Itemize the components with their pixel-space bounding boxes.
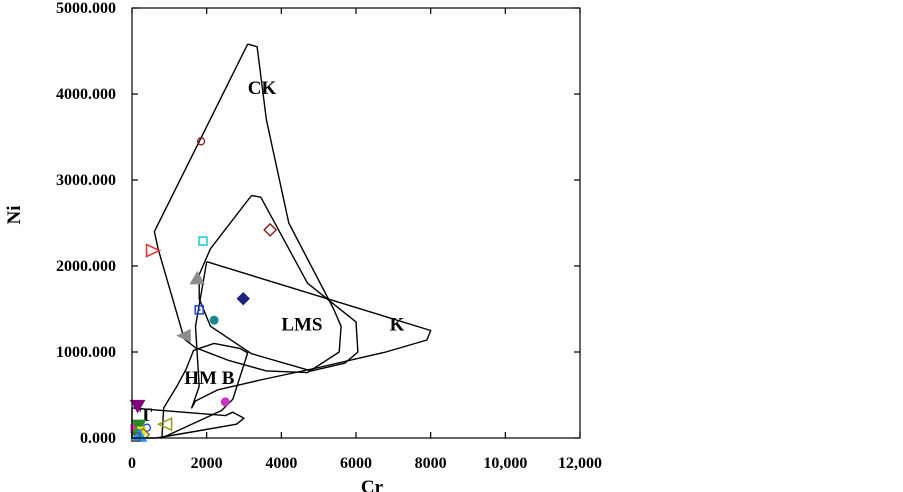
region-outline-k [190, 261, 432, 409]
region-label-lms: LMS [281, 315, 322, 336]
y-tick-label: 4000.000 [56, 86, 116, 103]
x-tick-label: 8000 [415, 455, 447, 472]
marker-open-circle [196, 137, 206, 146]
y-tick-label: 3000.000 [56, 172, 116, 189]
y-axis-title: Ni [4, 206, 25, 225]
marker-open-square [198, 236, 208, 246]
marker-filled-triangle-down [130, 419, 147, 434]
x-tick-label: 6000 [340, 455, 372, 472]
marker-filled-triangle-left [176, 328, 191, 343]
region-outline-hm-b [161, 342, 249, 439]
region-outline-ck [153, 43, 342, 374]
marker-filled-circle [220, 397, 230, 407]
marker-dotted-square-dot [198, 308, 201, 312]
data-markers [129, 137, 278, 442]
y-tick-label: 0.000 [80, 430, 116, 447]
x-tick-label: 2000 [191, 455, 223, 472]
x-tick-label: 0 [128, 455, 136, 472]
marker-filled-circle [209, 315, 219, 325]
marker-filled-triangle-up [189, 270, 206, 285]
region-outlines [131, 43, 432, 439]
marker-dotted-square [194, 305, 204, 315]
region-label-hm-b: HM B [184, 368, 234, 389]
region-label-k: K [390, 315, 405, 336]
axis-ticks [131, 7, 581, 439]
marker-filled-diamond [236, 291, 250, 306]
y-tick-label: 5000.000 [56, 0, 116, 17]
y-tick-label: 1000.000 [56, 344, 116, 361]
x-axis-title: Cr [361, 477, 384, 492]
marker-open-triangle-right [145, 243, 162, 258]
marker-open-diamond [263, 222, 278, 237]
tick-labels: 0 2000 4000 6000 8000 10,000 12,000 0.000 1000.0… [56, 0, 602, 472]
marker-open-triangle-left [156, 417, 173, 432]
x-tick-label: 12,000 [558, 455, 602, 472]
x-tick-label: 10,000 [483, 455, 527, 472]
marker-filled-triangle-down [129, 399, 146, 414]
region-label-ck: CK [248, 78, 277, 99]
y-tick-label: 2000.000 [56, 258, 116, 275]
x-tick-label: 4000 [265, 455, 297, 472]
